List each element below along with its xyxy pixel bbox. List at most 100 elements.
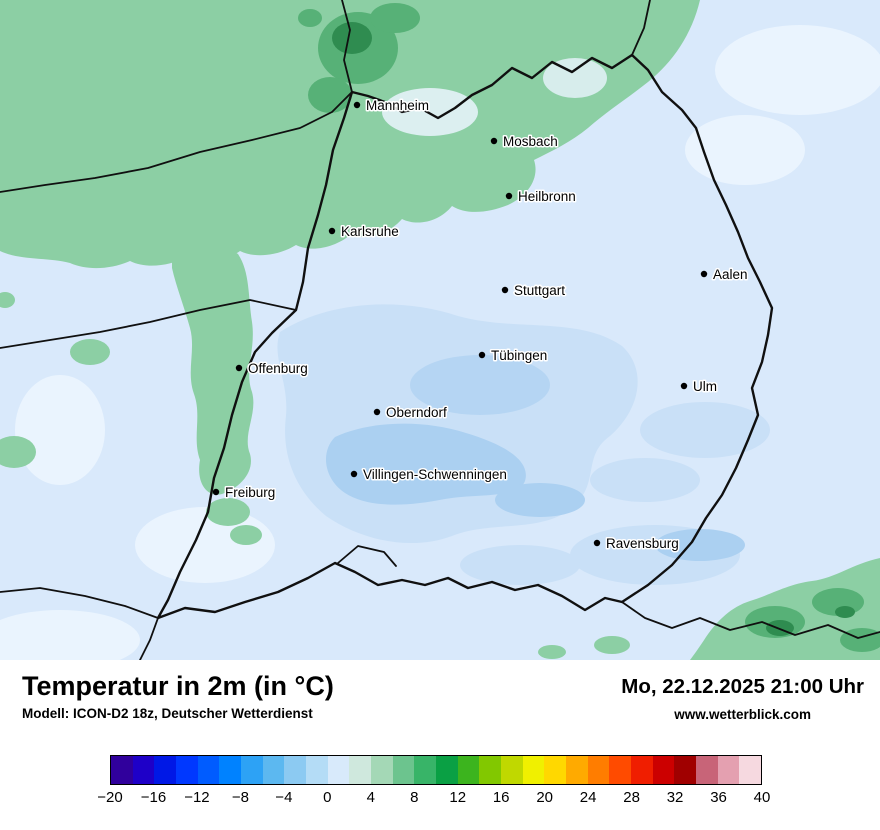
city-label: Offenburg <box>248 361 308 376</box>
city-marker-tuebingen: Tübingen <box>478 347 549 365</box>
footer-titles: Temperatur in 2m (in °C) Modell: ICON-D2… <box>0 660 880 722</box>
colorbar-segment <box>609 756 632 784</box>
city-label: Villingen-Schwenningen <box>363 467 507 482</box>
colorbar-segment <box>674 756 697 784</box>
city-label: Mannheim <box>366 98 429 113</box>
city-dot <box>235 364 243 372</box>
colorbar-segment <box>652 756 675 784</box>
city-label: Ravensburg <box>606 536 679 551</box>
temperature-map-svg: Mannheim Mosbach Heilbronn Karlsruhe Stu… <box>0 0 880 660</box>
colorbar-tick-label: 0 <box>323 789 332 806</box>
city-marker-ulm: Ulm <box>680 378 719 396</box>
city-marker-villingen-schwenningen: Villingen-Schwenningen <box>350 466 508 484</box>
city-marker-oberndorf: Oberndorf <box>373 404 449 422</box>
city-dot <box>212 488 220 496</box>
colorbar-segment <box>587 756 610 784</box>
colorbar-tick-label: −20 <box>97 789 123 806</box>
colorbar-segment <box>197 756 220 784</box>
colorbar-segment <box>349 756 372 784</box>
city-label: Oberndorf <box>386 405 447 420</box>
colorbar-tick-label: −16 <box>140 789 167 806</box>
colorbar-tick-label: 24 <box>579 789 597 806</box>
colorbar-tick-label: 28 <box>623 789 640 806</box>
border-northwest <box>0 91 353 193</box>
border-west <box>0 299 297 349</box>
city-marker-freiburg: Freiburg <box>212 484 277 502</box>
city-label: Stuttgart <box>514 283 565 298</box>
colorbar-segment <box>566 756 588 784</box>
border-southeast <box>621 601 880 639</box>
pale-overlay-patches <box>382 58 607 136</box>
model-info: Modell: ICON-D2 18z, Deutscher Wetterdie… <box>22 706 313 722</box>
colorbar-segment <box>284 756 307 784</box>
colorbar-tick-label: 40 <box>753 789 771 806</box>
colorbar-segment <box>219 756 242 784</box>
city-marker-mosbach: Mosbach <box>490 133 559 151</box>
footer-right: Mo, 22.12.2025 21:00 Uhr www.wetterblick… <box>621 672 864 722</box>
colorbar-segment <box>436 756 458 784</box>
city-dot <box>700 270 708 278</box>
colorbar-segment <box>457 756 480 784</box>
city-dot <box>328 227 336 235</box>
colorbar-tick-label: 16 <box>492 789 510 806</box>
city-label: Freiburg <box>225 485 275 500</box>
colorbar-tick-label: −12 <box>184 789 210 806</box>
colorbar-segment <box>717 756 740 784</box>
colorbar-segment <box>739 756 762 784</box>
website-link[interactable]: www.wetterblick.com <box>674 707 812 722</box>
colorbar-tick-label: −4 <box>275 789 293 806</box>
colorbar-tick-label: −8 <box>231 789 249 806</box>
weather-map: Mannheim Mosbach Heilbronn Karlsruhe Stu… <box>0 0 880 660</box>
colorbar-segment <box>371 756 393 784</box>
city-dot <box>680 382 688 390</box>
colorbar-tick-label: 20 <box>536 789 553 806</box>
colorbar-segment <box>154 756 177 784</box>
border-northeast <box>631 0 651 56</box>
colorbar-tick-labels: −20 −16 −12 −8 −4 0 4 8 12 16 20 24 28 32 36 40 <box>97 789 770 809</box>
city-label: Tübingen <box>491 348 547 363</box>
colorbar-segment <box>544 756 567 784</box>
colorbar-segment <box>262 756 285 784</box>
footer-left: Temperatur in 2m (in °C) Modell: ICON-D2… <box>22 671 334 722</box>
colorbar-segment <box>176 756 198 784</box>
colorbar-segment <box>696 756 718 784</box>
city-dot <box>373 408 381 416</box>
map-footer: Temperatur in 2m (in °C) Modell: ICON-D2… <box>0 660 880 830</box>
temperature-colorbar <box>110 755 762 785</box>
city-dot <box>350 470 358 478</box>
city-marker-heilbronn: Heilbronn <box>505 188 577 206</box>
colorbar-tick-label: 36 <box>710 789 727 806</box>
colorbar-segment <box>479 756 502 784</box>
city-markers: Mannheim Mosbach Heilbronn Karlsruhe Stu… <box>212 97 749 553</box>
page-title: Temperatur in 2m (in °C) <box>22 671 334 701</box>
city-marker-stuttgart: Stuttgart <box>501 282 567 300</box>
colorbar-segment <box>111 756 133 784</box>
city-label: Aalen <box>713 267 748 282</box>
city-label: Ulm <box>693 379 717 394</box>
cold-patches-medium <box>325 355 745 561</box>
city-marker-offenburg: Offenburg <box>235 360 309 378</box>
colorbar-segment <box>501 756 523 784</box>
state-border-baden-wuerttemberg <box>156 53 774 620</box>
city-dot <box>501 286 509 294</box>
forecast-datetime: Mo, 22.12.2025 21:00 Uhr <box>621 675 864 698</box>
city-label: Heilbronn <box>518 189 576 204</box>
colorbar-segment <box>414 756 437 784</box>
city-marker-ravensburg: Ravensburg <box>593 535 680 553</box>
border-north <box>341 0 353 93</box>
pale-temperature-patches <box>0 25 880 660</box>
colorbar-segment <box>631 756 653 784</box>
border-lines <box>0 0 880 660</box>
city-label: Karlsruhe <box>341 224 399 239</box>
city-label: Mosbach <box>503 134 558 149</box>
city-dot <box>353 101 361 109</box>
city-dot <box>478 351 486 359</box>
colorbar-tick-label: 4 <box>366 789 375 806</box>
colorbar-segment <box>522 756 545 784</box>
border-southwest <box>0 587 159 660</box>
city-marker-aalen: Aalen <box>700 266 749 284</box>
city-dot <box>490 137 498 145</box>
city-dot <box>505 192 513 200</box>
colorbar-segment <box>132 756 155 784</box>
colorbar-wrap: −20 −16 −12 −8 −4 0 4 8 12 16 20 24 28 32 36 40 <box>97 755 770 809</box>
